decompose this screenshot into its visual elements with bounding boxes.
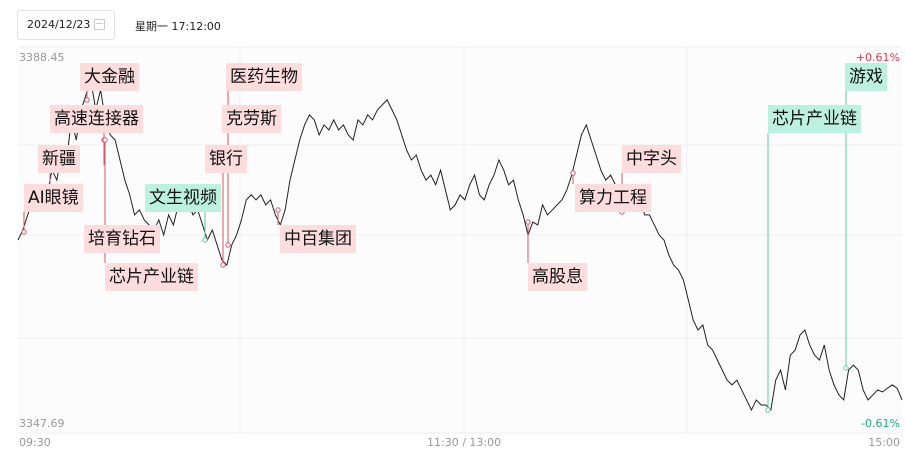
event-tag[interactable]: 克劳斯 (222, 105, 281, 133)
tag-marker (220, 262, 226, 268)
event-tag[interactable]: 培育钻石 (84, 225, 160, 253)
event-tag[interactable]: 大金融 (80, 63, 139, 91)
tag-marker (570, 170, 576, 176)
event-tag[interactable]: 游戏 (845, 63, 887, 91)
tag-marker (765, 407, 771, 413)
pct-min-label: -0.61% (861, 417, 900, 430)
event-tag[interactable]: 中百集团 (280, 225, 356, 253)
y-min-label: 3347.69 (19, 417, 65, 430)
date-picker[interactable]: 2024/12/23 (17, 10, 115, 40)
price-line (17, 79, 903, 412)
event-tag[interactable]: 文生视频 (145, 184, 221, 212)
event-tag[interactable]: 医药生物 (226, 63, 302, 91)
x-tick-noon: 11:30 / 13:00 (427, 436, 502, 449)
date-value: 2024/12/23 (27, 18, 91, 31)
event-tag[interactable]: 芯片产业链 (105, 263, 198, 291)
event-tag[interactable]: 新疆 (38, 145, 80, 173)
tag-marker (843, 365, 849, 371)
event-tag[interactable]: 高股息 (528, 263, 587, 291)
tag-marker (525, 219, 531, 225)
event-tag[interactable]: 高速连接器 (50, 105, 143, 133)
pct-max-label: +0.61% (855, 51, 900, 64)
tag-marker (84, 97, 90, 103)
calendar-icon[interactable] (94, 19, 105, 30)
event-tag[interactable]: 中字头 (622, 145, 681, 173)
tag-marker (275, 207, 281, 213)
event-tag[interactable]: 算力工程 (575, 184, 651, 212)
tag-marker (202, 237, 208, 243)
event-tag[interactable]: AI眼镜 (24, 184, 83, 212)
x-tick-close: 15:00 (868, 436, 900, 449)
tag-marker (225, 242, 231, 248)
weekday-time: 星期一 17:12:00 (135, 20, 221, 33)
tag-marker (102, 137, 108, 143)
x-tick-open: 09:30 (19, 436, 51, 449)
event-tag[interactable]: 芯片产业链 (768, 105, 861, 133)
y-max-label: 3388.45 (19, 51, 65, 64)
plot-background (18, 47, 902, 433)
tag-marker (21, 229, 27, 235)
event-tag[interactable]: 银行 (205, 145, 247, 173)
